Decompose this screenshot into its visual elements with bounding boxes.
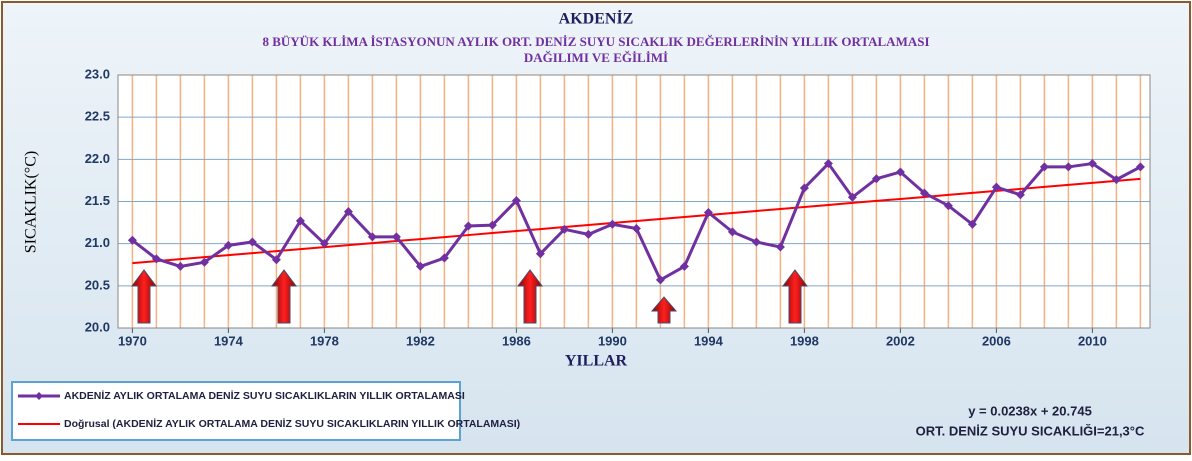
arrows <box>131 269 808 324</box>
point <box>1087 159 1097 169</box>
arrow <box>782 269 808 324</box>
point <box>919 188 929 198</box>
point <box>367 232 377 242</box>
x-tick-label: 2002 <box>886 333 915 348</box>
point <box>967 219 977 229</box>
y-tick-label: 21.0 <box>85 235 110 250</box>
x-tick-label: 1986 <box>502 333 531 348</box>
point <box>991 182 1001 192</box>
chart-subtitle: 8 BÜYÜK KLİMA İSTASYONUN AYLIK ORT. DENİ… <box>262 34 929 49</box>
point <box>559 224 569 234</box>
x-axis-label: YILLAR <box>565 353 628 370</box>
point <box>823 159 833 169</box>
point <box>871 174 881 184</box>
arrow <box>271 269 297 324</box>
plot-area: 20.0 20.5 21.0 21.5 22.0 22.5 23.0 1970 1974 1978… <box>85 66 1151 348</box>
point <box>679 261 689 271</box>
y-tick-label: 21.5 <box>85 193 110 208</box>
x-tick-label: 2006 <box>982 333 1011 348</box>
point <box>1039 162 1049 172</box>
x-tick-label: 1970 <box>118 333 147 348</box>
legend-items: AKDENİZ AYLIK ORTALAMA DENİZ SUYU SICAKL… <box>18 389 520 430</box>
y-tick-label: 22.5 <box>85 109 110 124</box>
x-tick-label: 1998 <box>790 333 819 348</box>
point <box>1135 162 1145 172</box>
point <box>223 240 233 250</box>
arrow <box>650 296 678 324</box>
annotation: ORT. DENİZ SUYU SICAKLIĞI=21,3°C <box>916 423 1145 438</box>
point <box>943 201 953 211</box>
legend-label: Doğrusal (AKDENİZ AYLIK ORTALAMA DENİZ S… <box>64 417 520 430</box>
point <box>295 216 305 226</box>
series-line <box>132 177 1141 265</box>
y-axis-label: SICAKLIK(°C) <box>23 151 40 253</box>
y-tick-label: 20.5 <box>85 277 110 292</box>
x-tick-label: 1978 <box>310 333 339 348</box>
point <box>391 232 401 242</box>
point <box>271 255 281 265</box>
y-tick-label: 20.0 <box>85 319 110 334</box>
point <box>1063 162 1073 172</box>
x-tick-label: 1990 <box>598 333 627 348</box>
point <box>415 261 425 271</box>
x-tick-label: 1974 <box>214 333 244 348</box>
point <box>655 275 665 285</box>
point <box>583 229 593 239</box>
point <box>631 223 641 233</box>
point <box>703 207 713 217</box>
plot-border <box>117 74 1151 329</box>
chart-subtitle: DAĞILIMI VE EĞİLİMİ <box>524 50 668 65</box>
point <box>607 219 617 229</box>
x-tick-label: 1994 <box>694 333 724 348</box>
point <box>1111 175 1121 185</box>
legend-label: AKDENİZ AYLIK ORTALAMA DENİZ SUYU SICAKL… <box>64 389 465 402</box>
x-tick-label: 2010 <box>1078 333 1107 348</box>
point <box>775 242 785 252</box>
point <box>487 220 497 230</box>
legend-marker <box>35 392 43 400</box>
point <box>319 239 329 249</box>
point <box>343 207 353 217</box>
annotation: y = 0.0238x + 20.745 <box>968 403 1092 418</box>
point <box>847 192 857 202</box>
x-tick-label: 1982 <box>406 333 435 348</box>
point <box>1015 190 1025 200</box>
arrow <box>131 269 157 324</box>
point <box>511 196 521 206</box>
legend <box>11 381 461 441</box>
point <box>199 257 209 267</box>
point <box>727 227 737 237</box>
arrow <box>517 269 543 324</box>
point <box>799 183 809 193</box>
point <box>247 237 257 247</box>
point <box>151 254 161 264</box>
y-tick-label: 22.0 <box>85 151 110 166</box>
point <box>895 167 905 177</box>
point <box>127 235 137 245</box>
point <box>175 261 185 271</box>
y-tick-label: 23.0 <box>85 66 110 81</box>
chart-title: AKDENİZ <box>559 9 634 28</box>
point <box>439 253 449 263</box>
point <box>751 237 761 247</box>
point <box>535 249 545 259</box>
point <box>463 221 473 231</box>
